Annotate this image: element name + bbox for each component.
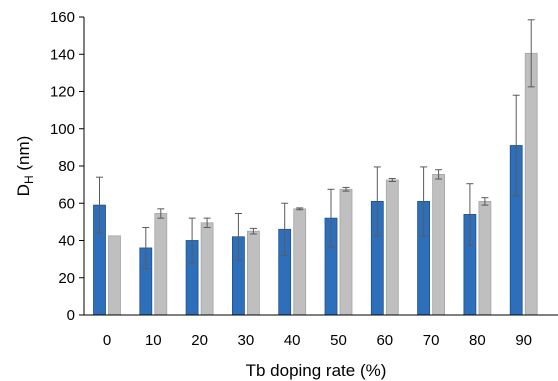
- bar-series-2: [154, 213, 168, 316]
- y-tick-label: 80: [58, 158, 75, 175]
- x-tick-label: 70: [423, 332, 440, 349]
- x-tick-label: 60: [376, 332, 393, 349]
- y-axis-title-main: D: [14, 184, 33, 196]
- y-tick-label: 100: [50, 121, 75, 138]
- bar-series-2: [478, 200, 492, 316]
- y-axis-title-unit: (nm): [14, 136, 33, 176]
- y-tick-label: 0: [67, 307, 75, 324]
- bar-series-2: [108, 235, 121, 316]
- bars-layer: [93, 52, 538, 316]
- y-tick-label: 40: [58, 233, 75, 250]
- bar-series-2: [385, 179, 399, 316]
- x-tick-label: 90: [515, 332, 532, 349]
- x-tick-label: 40: [284, 332, 301, 349]
- x-axis-title: Tb doping rate (%): [246, 361, 387, 380]
- y-tick-label: 160: [50, 9, 75, 26]
- bar-series-2: [432, 173, 446, 316]
- y-tick-label: 60: [58, 195, 75, 212]
- x-tick-label: 50: [330, 332, 347, 349]
- y-tick-label: 140: [50, 46, 75, 63]
- bar-series-2: [339, 188, 353, 316]
- y-tick-label: 20: [58, 270, 75, 287]
- x-tick-label: 20: [191, 332, 208, 349]
- bar-series-2: [293, 208, 307, 316]
- y-axis-title-subscript: H: [22, 175, 36, 184]
- x-tick-label: 0: [103, 332, 111, 349]
- error-bars-layer: [96, 19, 535, 269]
- x-tick-label: 10: [145, 332, 162, 349]
- y-tick-label: 120: [50, 84, 75, 101]
- y-axis-title: DH (nm): [14, 136, 36, 197]
- y-axis-ticks: 0 20 40 60 80 100 120 140 160: [50, 9, 84, 324]
- bar-series-2: [246, 230, 260, 316]
- x-axis-ticks: 0102030405060708090100: [103, 332, 558, 349]
- x-tick-label: 80: [469, 332, 486, 349]
- bar-series-2: [200, 222, 214, 316]
- bar-series-2: [524, 52, 538, 316]
- x-tick-label: 30: [238, 332, 255, 349]
